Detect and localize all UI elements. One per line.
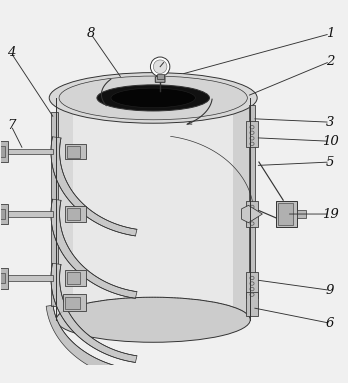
Ellipse shape	[111, 88, 196, 108]
Ellipse shape	[97, 85, 209, 111]
Bar	[0, 146, 5, 157]
Polygon shape	[51, 199, 137, 298]
Bar	[0, 273, 5, 283]
Ellipse shape	[56, 297, 250, 342]
Text: 6: 6	[326, 317, 334, 330]
Polygon shape	[46, 305, 153, 382]
Text: 9: 9	[326, 284, 334, 297]
Bar	[66, 146, 80, 158]
Bar	[66, 208, 80, 220]
Text: 2: 2	[326, 55, 334, 68]
Polygon shape	[233, 98, 250, 320]
Polygon shape	[56, 98, 73, 320]
Bar	[65, 206, 86, 222]
Ellipse shape	[153, 60, 167, 74]
Bar	[65, 297, 80, 309]
Bar	[0, 204, 8, 224]
Polygon shape	[242, 205, 262, 223]
Bar	[65, 270, 86, 286]
Bar	[278, 203, 293, 225]
Bar	[249, 105, 255, 306]
Bar	[0, 141, 8, 162]
Text: 3: 3	[326, 116, 334, 129]
Bar	[8, 149, 53, 154]
Bar	[246, 121, 258, 147]
Bar	[63, 294, 86, 311]
Bar	[0, 268, 8, 288]
Bar	[276, 201, 297, 227]
Bar	[8, 211, 53, 217]
Ellipse shape	[59, 76, 247, 120]
Polygon shape	[51, 137, 137, 236]
Bar	[65, 144, 86, 159]
Polygon shape	[155, 74, 165, 82]
Bar	[0, 209, 5, 219]
Ellipse shape	[150, 57, 170, 77]
Ellipse shape	[49, 73, 257, 123]
Bar	[246, 272, 258, 298]
Text: 4: 4	[7, 46, 15, 59]
Polygon shape	[56, 98, 250, 320]
Text: 10: 10	[322, 135, 338, 148]
Bar	[157, 74, 164, 79]
Polygon shape	[51, 263, 137, 362]
Bar	[297, 210, 306, 218]
Bar	[8, 275, 53, 281]
Bar	[246, 292, 258, 316]
Bar	[66, 272, 80, 284]
Text: 19: 19	[322, 208, 338, 221]
Text: 1: 1	[326, 27, 334, 40]
Text: 7: 7	[7, 119, 15, 132]
Bar	[51, 112, 57, 306]
Text: 5: 5	[326, 155, 334, 169]
Bar	[246, 201, 258, 227]
Text: 8: 8	[87, 27, 95, 40]
